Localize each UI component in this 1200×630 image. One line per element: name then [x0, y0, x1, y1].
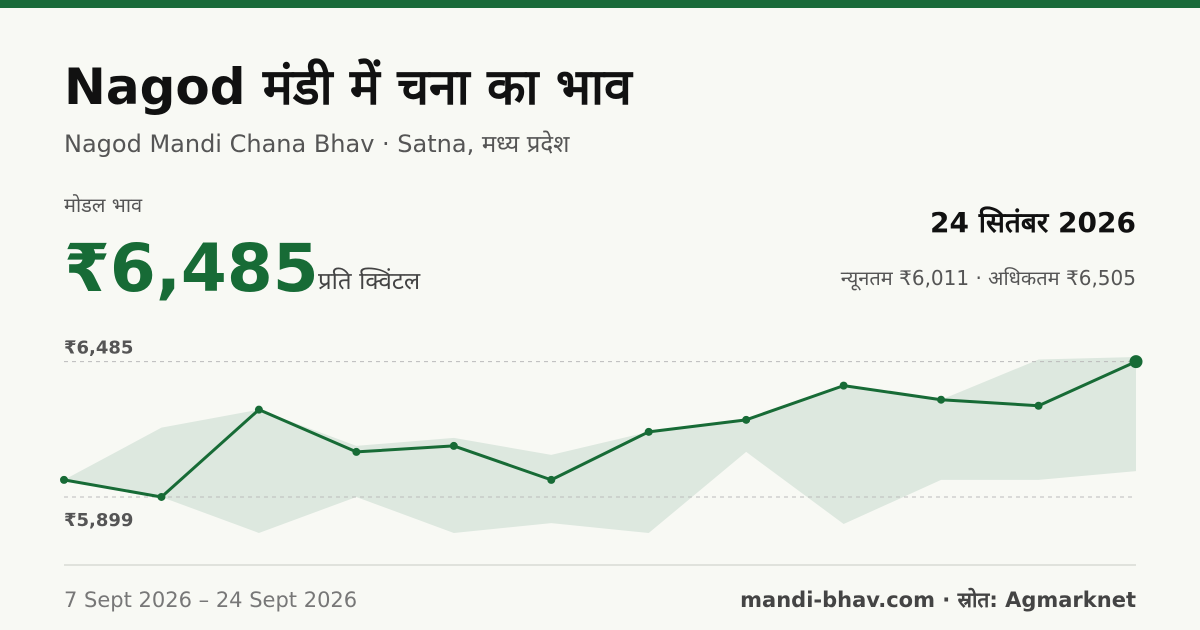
point	[157, 492, 166, 501]
min-max: न्यूनतम ₹6,011 · अधिकतम ₹6,505	[841, 266, 1136, 291]
point	[352, 447, 361, 456]
date-range: 7 Sept 2026 – 24 Sept 2026	[64, 588, 357, 612]
modal-price: ₹6,485	[64, 230, 319, 307]
point	[937, 395, 946, 404]
point	[644, 427, 653, 436]
point	[449, 441, 458, 450]
range-band	[64, 357, 1136, 533]
top-bar	[0, 0, 1200, 8]
date: 24 सितंबर 2026	[930, 206, 1136, 239]
point	[254, 405, 263, 414]
modal-label: मोडल भाव	[64, 193, 143, 217]
y-tick-label: ₹6,485	[64, 338, 133, 359]
subtitle: Nagod Mandi Chana Bhav · Satna, मध्य प्र…	[64, 130, 570, 158]
point	[547, 475, 556, 484]
point	[1129, 355, 1143, 369]
unit: प्रति क्विंटल	[318, 267, 421, 295]
point	[60, 475, 68, 484]
point	[1034, 401, 1043, 410]
point	[742, 415, 751, 424]
y-tick-label: ₹5,899	[64, 510, 133, 531]
price-line	[63, 360, 1137, 499]
title: Nagod मंडी में चना का भाव	[64, 58, 634, 116]
source: mandi-bhav.com · स्रोत: Agmarknet	[740, 587, 1136, 612]
point	[839, 381, 848, 390]
